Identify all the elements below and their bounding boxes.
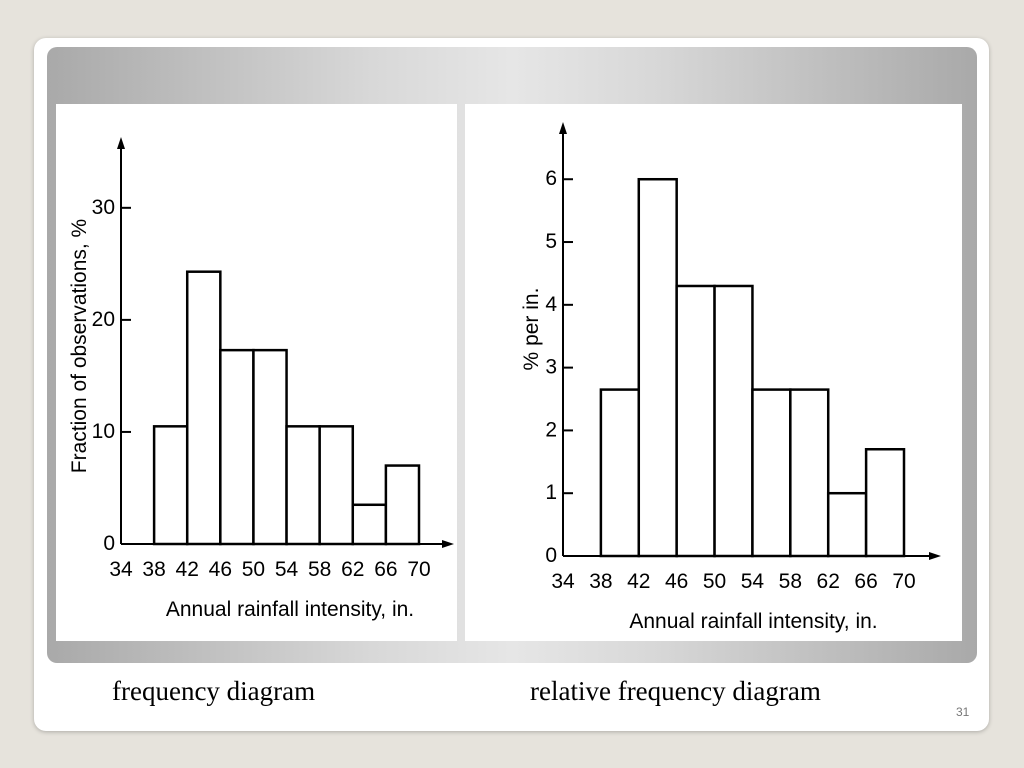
- y-tick-label: 3: [545, 356, 557, 379]
- slide-number: 31: [956, 705, 970, 719]
- histogram-bar: [713, 284, 754, 558]
- histogram-bar: [637, 177, 678, 558]
- x-tick-label: 38: [589, 570, 612, 593]
- x-tick-label: 42: [176, 558, 199, 581]
- y-axis-arrow: [559, 122, 567, 134]
- y-tick-label: 0: [545, 544, 557, 567]
- y-tick-label: 20: [92, 308, 115, 331]
- y-axis-arrow: [117, 137, 125, 149]
- frequency-diagram-panel: 0 10 20 30 34 38 42 46 50 54 58 62 66 70 Annual rainfa…: [56, 104, 457, 641]
- x-tick-label: 62: [817, 570, 840, 593]
- histogram-bar: [675, 284, 716, 558]
- x-axis-label: Annual rainfall intensity, in.: [629, 610, 877, 633]
- x-tick-label: 34: [551, 570, 575, 593]
- histogram-bar: [751, 388, 792, 558]
- x-tick-label: 70: [892, 570, 915, 593]
- x-tick-label: 66: [374, 558, 397, 581]
- x-tick-label: 50: [242, 558, 265, 581]
- histogram-bar: [864, 448, 906, 558]
- y-tick-label: 0: [103, 532, 115, 555]
- y-axis-label: Fraction of observations, %: [68, 219, 91, 473]
- x-tick-label: 38: [142, 558, 165, 581]
- histogram-bar: [318, 425, 355, 546]
- y-tick-label: 10: [92, 420, 115, 443]
- y-tick-label: 1: [545, 481, 557, 504]
- x-tick-label: 54: [741, 570, 765, 593]
- x-tick-label: 54: [275, 558, 299, 581]
- histogram-bar: [599, 388, 641, 558]
- histogram-bar: [152, 425, 189, 546]
- y-tick-label: 4: [545, 293, 557, 316]
- histogram-bar: [252, 348, 288, 546]
- x-tick-label: 58: [308, 558, 331, 581]
- y-tick-label: 6: [545, 167, 557, 190]
- y-axis-label: % per in.: [520, 288, 543, 371]
- histogram-bar: [789, 388, 830, 558]
- frequency-diagram-caption: frequency diagram: [112, 676, 316, 706]
- frequency-histogram: 0 10 20 30 34 38 42 46 50 54 58 62 66 70 Annual rainfa…: [68, 137, 454, 621]
- x-tick-label: 34: [109, 558, 133, 581]
- relative-frequency-diagram-panel: 0 1 2 3 4 5 6 34 38 42 46 50 54 58 62 66 70 Annual rainfa…: [465, 104, 962, 641]
- histogram-bar: [826, 491, 868, 558]
- histogram-bar: [384, 464, 421, 546]
- x-tick-label: 42: [627, 570, 650, 593]
- histogram-bar: [351, 503, 388, 546]
- x-tick-label: 70: [407, 558, 430, 581]
- y-tick-label: 30: [92, 196, 115, 219]
- x-tick-label: 62: [341, 558, 364, 581]
- y-tick-label: 2: [545, 418, 557, 441]
- histogram-bar: [285, 425, 321, 546]
- x-tick-label: 50: [703, 570, 726, 593]
- x-axis-arrow: [442, 540, 454, 548]
- x-axis-arrow: [929, 552, 941, 560]
- x-tick-label: 66: [854, 570, 877, 593]
- x-axis-label: Annual rainfall intensity, in.: [166, 598, 414, 621]
- y-tick-label: 5: [545, 230, 557, 253]
- x-tick-label: 46: [209, 558, 232, 581]
- x-tick-label: 58: [779, 570, 802, 593]
- histogram-bar: [219, 348, 255, 546]
- x-tick-label: 46: [665, 570, 688, 593]
- relative-frequency-diagram-caption: relative frequency diagram: [530, 676, 821, 706]
- histogram-bar: [185, 270, 222, 546]
